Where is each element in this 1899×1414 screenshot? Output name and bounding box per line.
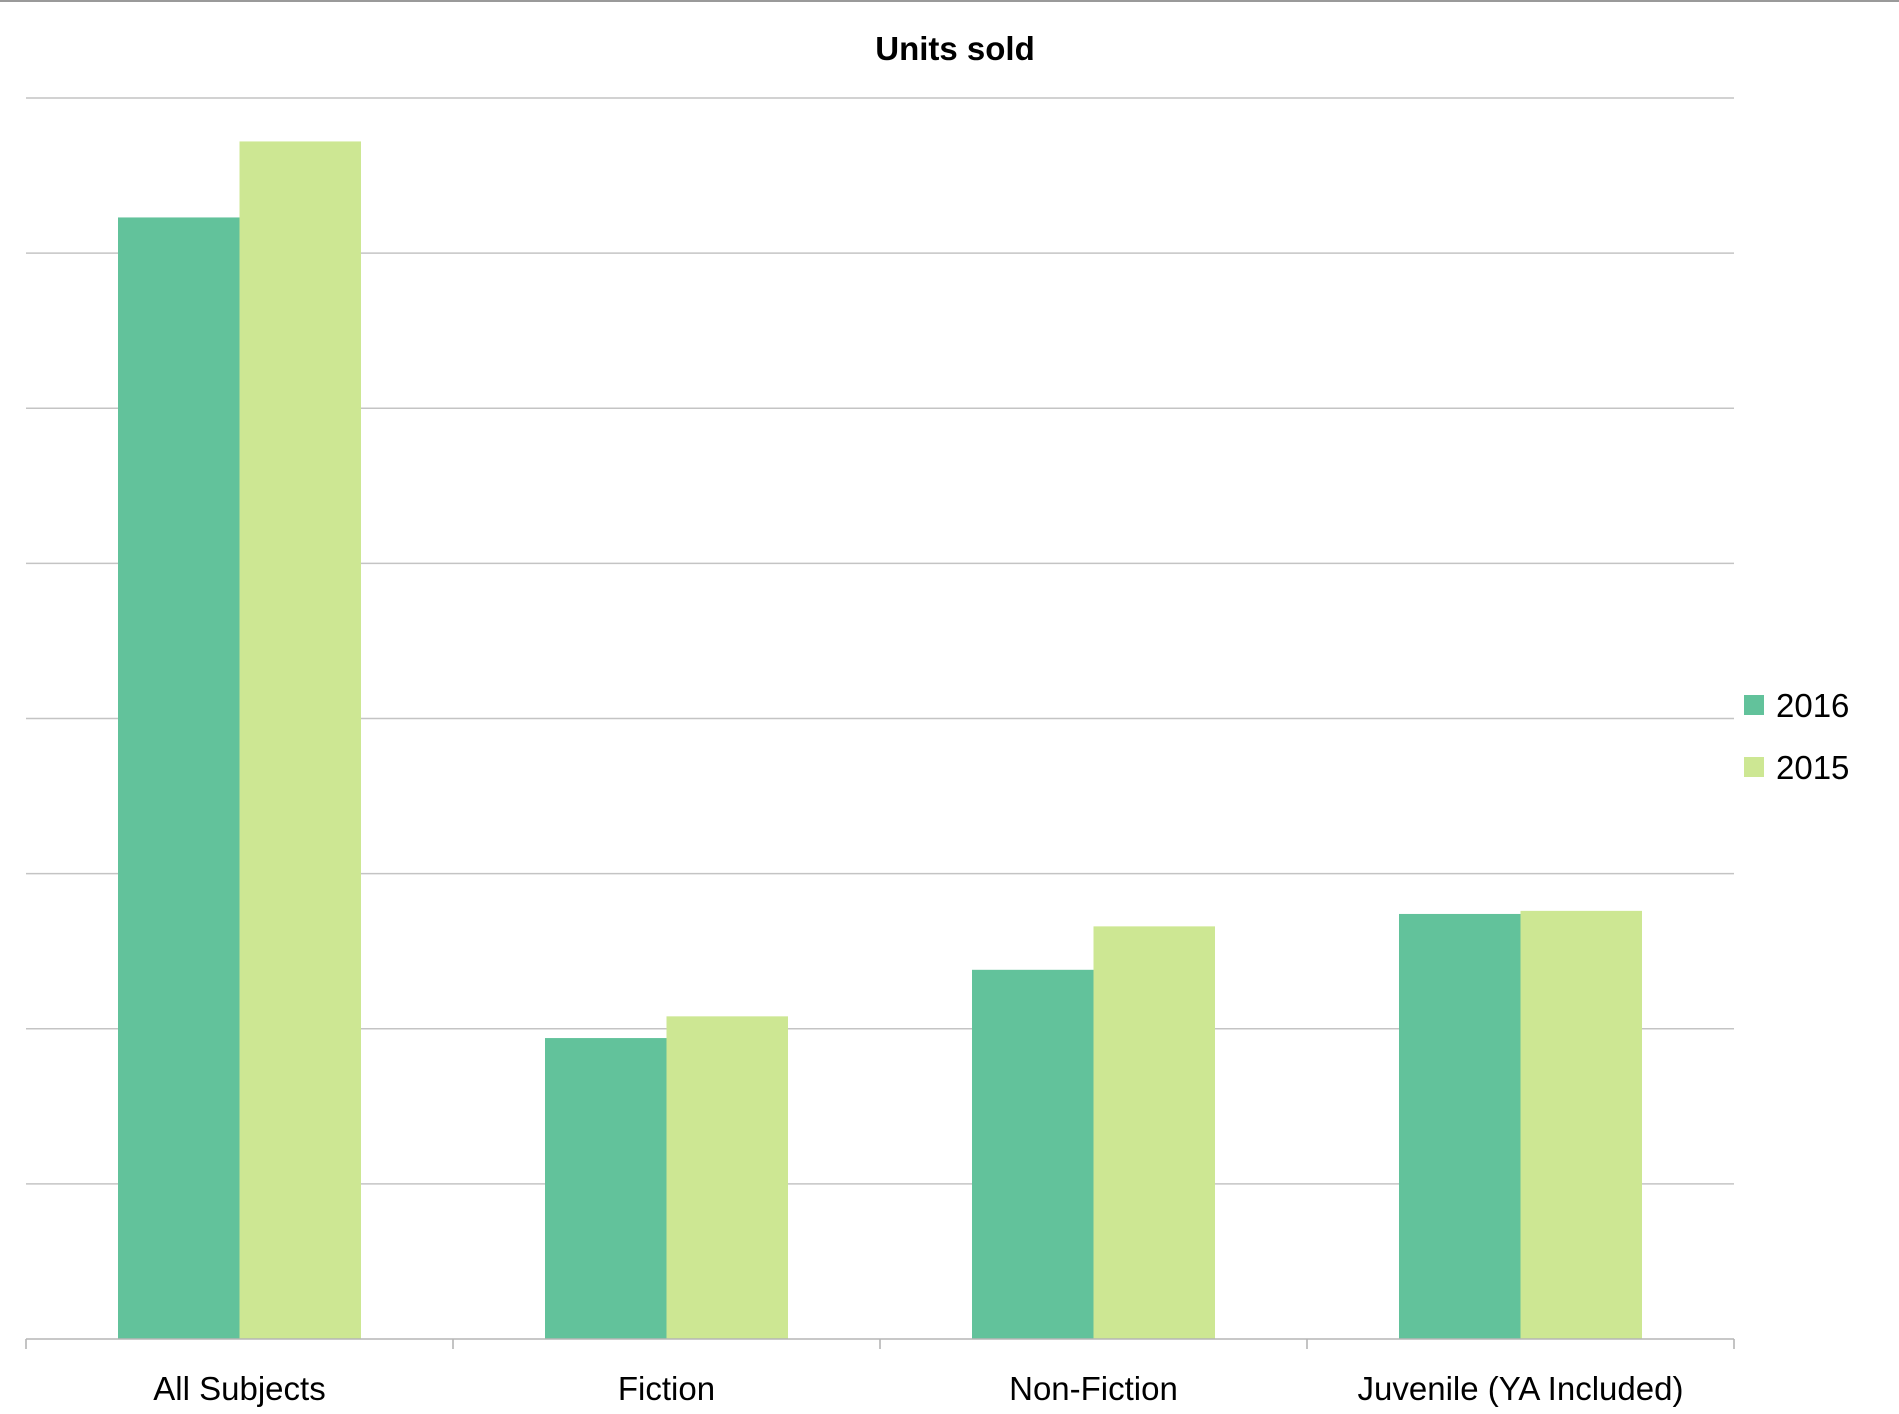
bar-fiction-2016 [545, 1038, 667, 1339]
bar-all-subjects-2015 [239, 141, 361, 1339]
bar-all-subjects-2016 [118, 217, 240, 1339]
x-tick-label: All Subjects [153, 1370, 325, 1407]
legend-label-2016: 2016 [1776, 687, 1849, 724]
bar-non-fiction-2016 [972, 969, 1094, 1339]
legend: 2016 2015 [1744, 687, 1849, 786]
legend-swatch-2016 [1744, 695, 1764, 715]
chart-title: Units sold [875, 30, 1035, 67]
bar-non-fiction-2015 [1093, 926, 1215, 1339]
bar-juvenile-ya-included-2016 [1399, 913, 1521, 1339]
legend-swatch-2015 [1744, 757, 1764, 777]
bar-juvenile-ya-included-2015 [1520, 910, 1642, 1339]
x-tick-label: Juvenile (YA Included) [1358, 1370, 1684, 1407]
x-axis: All Subjects Fiction Non-Fiction Juvenile (… [25, 1338, 1735, 1407]
bar-fiction-2015 [666, 1016, 788, 1339]
legend-label-2015: 2015 [1776, 749, 1849, 786]
x-tick-label: Fiction [618, 1370, 715, 1407]
bars [118, 141, 1642, 1339]
x-tick-label: Non-Fiction [1009, 1370, 1178, 1407]
